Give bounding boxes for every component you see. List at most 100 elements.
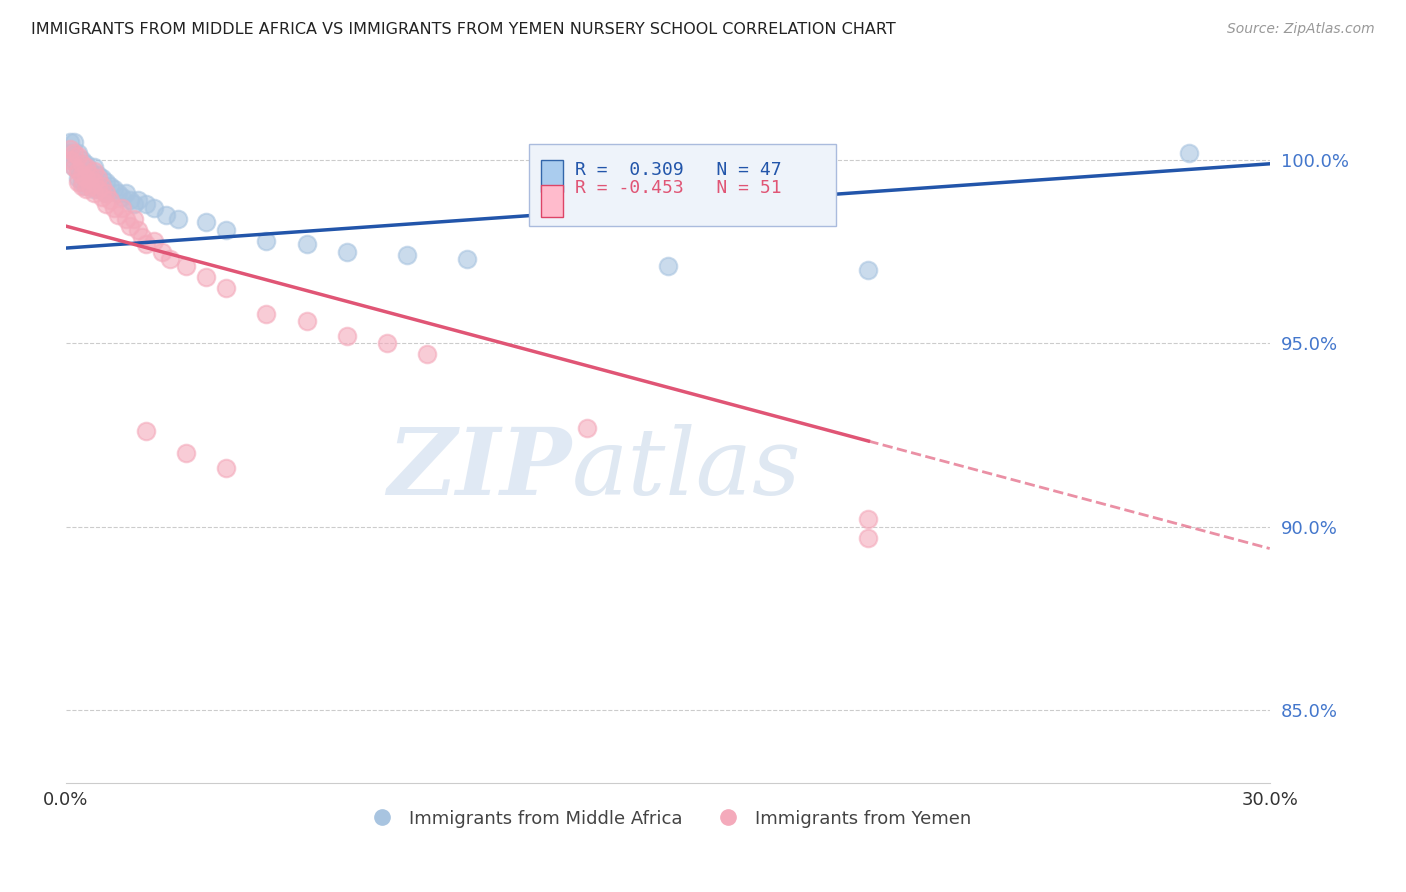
Point (70, 175, 93, 189)
Point (63, 161, 86, 175)
Point (94, 197, 117, 211)
Point (90, 171, 112, 186)
Point (59, 142, 82, 156)
Point (75, 178, 97, 193)
Point (858, 531, 880, 545)
Point (63, 153, 86, 168)
Point (115, 186, 138, 200)
Point (87, 178, 110, 193)
Text: R =  0.309   N = 47: R = 0.309 N = 47 (575, 161, 782, 179)
Point (66, 175, 89, 189)
Point (167, 211, 190, 226)
Point (66, 149, 89, 163)
Point (122, 211, 145, 226)
Point (295, 314, 318, 328)
Point (70, 153, 93, 168)
Point (94, 175, 117, 189)
Point (66, 164, 89, 178)
Point (118, 194, 141, 208)
Point (336, 244, 359, 259)
Point (87, 182, 110, 196)
Point (66, 145, 89, 160)
FancyBboxPatch shape (541, 160, 562, 192)
Point (98, 178, 121, 193)
Point (159, 252, 181, 266)
Point (456, 252, 478, 266)
Point (75, 157, 97, 171)
Point (59, 153, 82, 168)
Point (75, 182, 97, 196)
Point (90, 182, 112, 196)
Point (59, 145, 82, 160)
Point (63, 145, 86, 160)
Point (83, 161, 105, 175)
Point (83, 175, 105, 189)
Text: IMMIGRANTS FROM MIDDLE AFRICA VS IMMIGRANTS FROM YEMEN NURSERY SCHOOL CORRELATIO: IMMIGRANTS FROM MIDDLE AFRICA VS IMMIGRA… (31, 22, 896, 37)
Point (395, 248, 418, 262)
Point (79, 175, 101, 189)
Point (59, 135, 82, 149)
Point (94, 186, 117, 200)
Point (83, 164, 105, 178)
Point (143, 201, 166, 215)
Point (70, 178, 93, 193)
Point (131, 230, 153, 244)
Point (83, 182, 105, 196)
Text: ZIP: ZIP (387, 424, 571, 514)
Point (98, 194, 121, 208)
Point (858, 512, 880, 526)
Point (111, 201, 134, 215)
Point (66, 171, 89, 186)
Point (256, 234, 278, 248)
Point (115, 211, 138, 226)
Point (215, 223, 238, 237)
Point (174, 260, 197, 274)
Point (122, 197, 145, 211)
Point (858, 263, 880, 277)
Point (94, 186, 117, 200)
Point (63, 135, 86, 149)
Point (87, 171, 110, 186)
Point (111, 190, 134, 204)
Text: atlas: atlas (571, 424, 801, 514)
Point (174, 446, 197, 460)
Text: Source: ZipAtlas.com: Source: ZipAtlas.com (1227, 22, 1375, 37)
Point (195, 215, 218, 229)
Point (79, 164, 101, 178)
Point (90, 190, 112, 204)
Point (79, 178, 101, 193)
Point (256, 307, 278, 321)
Point (63, 161, 86, 175)
Legend: Immigrants from Middle Africa, Immigrants from Yemen: Immigrants from Middle Africa, Immigrant… (357, 802, 979, 835)
Point (70, 168, 93, 182)
Point (135, 237, 157, 252)
Point (90, 178, 112, 193)
Point (295, 237, 318, 252)
Point (576, 420, 599, 434)
Point (657, 260, 679, 274)
Point (83, 186, 105, 200)
Point (135, 424, 157, 438)
Point (1178, 145, 1201, 160)
Point (83, 171, 105, 186)
Point (416, 347, 439, 361)
Point (70, 157, 93, 171)
Point (107, 186, 129, 200)
Point (87, 168, 110, 182)
Point (155, 208, 177, 222)
Point (135, 197, 157, 211)
Point (215, 461, 238, 475)
Point (75, 171, 97, 186)
Point (75, 168, 97, 182)
Point (215, 281, 238, 295)
Point (195, 270, 218, 285)
Point (150, 244, 173, 259)
Point (143, 234, 166, 248)
Point (103, 201, 125, 215)
Point (127, 194, 149, 208)
Point (375, 336, 398, 351)
FancyBboxPatch shape (541, 185, 562, 217)
Text: R = -0.453   N = 51: R = -0.453 N = 51 (575, 179, 782, 197)
Point (75, 161, 97, 175)
Point (107, 208, 129, 222)
